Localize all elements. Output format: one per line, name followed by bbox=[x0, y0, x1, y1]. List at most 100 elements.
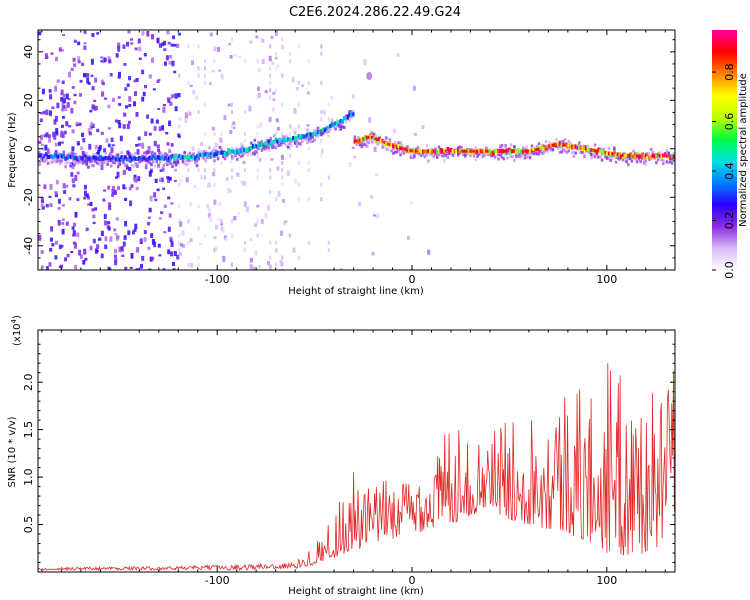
heatmap-cell bbox=[672, 152, 675, 156]
heatmap-cell bbox=[399, 153, 402, 157]
heatmap-cell bbox=[179, 179, 183, 183]
heatmap-cell bbox=[423, 149, 427, 154]
heatmap-cell bbox=[521, 147, 525, 151]
heatmap-cell bbox=[269, 255, 272, 260]
heatmap-cell bbox=[231, 146, 233, 151]
heatmap-cell bbox=[92, 158, 95, 162]
heatmap-cell bbox=[141, 31, 145, 36]
heatmap-cell bbox=[320, 129, 324, 134]
heatmap-cell bbox=[606, 151, 609, 156]
heatmap-cell bbox=[125, 164, 129, 168]
heatmap-cell bbox=[167, 249, 171, 255]
heatmap-cell bbox=[614, 160, 618, 164]
heatmap-cell bbox=[86, 77, 90, 84]
heatmap-cell bbox=[253, 152, 257, 156]
heatmap-cell bbox=[41, 154, 44, 158]
heatmap-cell bbox=[455, 149, 459, 154]
heatmap-cell bbox=[180, 154, 183, 159]
heatmap-cell bbox=[213, 248, 216, 253]
heatmap-cell bbox=[353, 135, 357, 139]
heatmap-cell bbox=[167, 159, 171, 165]
heatmap-cell bbox=[602, 148, 605, 151]
heatmap-cell bbox=[213, 59, 216, 64]
heatmap-cell bbox=[292, 247, 296, 253]
heatmap-cell bbox=[399, 141, 402, 145]
heatmap-cell bbox=[627, 157, 630, 161]
heatmap-cell bbox=[274, 56, 278, 60]
heatmap-cell bbox=[108, 156, 111, 161]
heatmap-cell bbox=[88, 154, 92, 158]
heatmap-cell bbox=[170, 143, 174, 147]
heatmap-cell bbox=[396, 53, 400, 57]
heatmap-cell bbox=[327, 102, 330, 107]
heatmap-cell bbox=[497, 152, 500, 156]
heatmap-cell bbox=[451, 148, 455, 153]
heatmap-cell bbox=[407, 147, 411, 151]
heatmap-cell bbox=[576, 145, 579, 150]
heatmap-cell bbox=[161, 125, 165, 131]
heatmap-cell bbox=[669, 156, 672, 161]
heatmap-cell bbox=[283, 135, 286, 139]
heatmap-cell bbox=[160, 211, 164, 215]
heatmap-cell bbox=[43, 184, 47, 190]
heatmap-cell bbox=[268, 55, 272, 62]
heatmap-cell bbox=[297, 255, 300, 260]
heatmap-cell bbox=[89, 201, 93, 207]
heatmap-cell bbox=[320, 117, 323, 122]
heatmap-cell bbox=[500, 155, 504, 159]
heatmap-cell bbox=[155, 157, 159, 162]
heatmap-cell bbox=[83, 72, 87, 78]
heatmap-cell bbox=[618, 157, 621, 161]
heatmap-cell bbox=[516, 154, 520, 158]
heatmap-cell bbox=[61, 218, 65, 221]
heatmap-cell bbox=[388, 139, 392, 143]
heatmap-cell bbox=[87, 195, 90, 200]
heatmap-cell bbox=[285, 138, 288, 143]
heatmap-cell bbox=[642, 155, 646, 160]
heatmap-cell bbox=[607, 154, 611, 158]
heatmap-cell bbox=[372, 136, 376, 141]
heatmap-cell bbox=[249, 268, 253, 270]
heatmap-cell bbox=[67, 152, 71, 156]
heatmap-cell bbox=[211, 70, 215, 73]
heatmap-cell bbox=[83, 42, 87, 45]
heatmap-cell bbox=[288, 153, 291, 158]
heatmap-cell bbox=[409, 154, 413, 158]
heatmap-cell bbox=[134, 163, 137, 167]
colorbar-label: Normalized spectral amplitude bbox=[738, 73, 749, 227]
heatmap-cell bbox=[199, 150, 202, 154]
heatmap-cell bbox=[269, 44, 272, 49]
heatmap-cell bbox=[656, 158, 660, 162]
heatmap-cell bbox=[153, 192, 157, 198]
heatmap-cell bbox=[639, 154, 643, 159]
heatmap-cell bbox=[607, 146, 611, 150]
heatmap-cell bbox=[343, 126, 346, 129]
heatmap-cell bbox=[457, 152, 460, 156]
heatmap-cell bbox=[117, 75, 121, 79]
heatmap-cell bbox=[127, 30, 131, 34]
heatmap-cell bbox=[104, 152, 108, 156]
heatmap-cell bbox=[122, 157, 125, 162]
heatmap-cell bbox=[476, 154, 479, 158]
heatmap-cell bbox=[613, 152, 617, 156]
snr-xlabel: Height of straight line (km) bbox=[288, 586, 424, 597]
heatmap-cell bbox=[101, 81, 105, 86]
heatmap-cell bbox=[100, 60, 104, 63]
heatmap-cell bbox=[90, 58, 94, 65]
heatmap-cell bbox=[253, 150, 257, 154]
heatmap-cell bbox=[297, 134, 301, 139]
heatmap-cell bbox=[209, 155, 213, 159]
heatmap-cell bbox=[241, 144, 244, 148]
heatmap-cell bbox=[284, 220, 288, 223]
heatmap-cell bbox=[178, 182, 181, 187]
heatmap-cell bbox=[265, 138, 269, 142]
heatmap-cell bbox=[43, 154, 47, 159]
heatmap-cell bbox=[511, 149, 515, 153]
heatmap-cell bbox=[54, 150, 58, 154]
heatmap-cell bbox=[76, 141, 80, 146]
heatmap-cell bbox=[170, 241, 174, 247]
heatmap-cell bbox=[306, 137, 309, 140]
heatmap-cell bbox=[288, 146, 291, 151]
heatmap-cell bbox=[381, 144, 385, 148]
heatmap-cell bbox=[168, 213, 172, 218]
